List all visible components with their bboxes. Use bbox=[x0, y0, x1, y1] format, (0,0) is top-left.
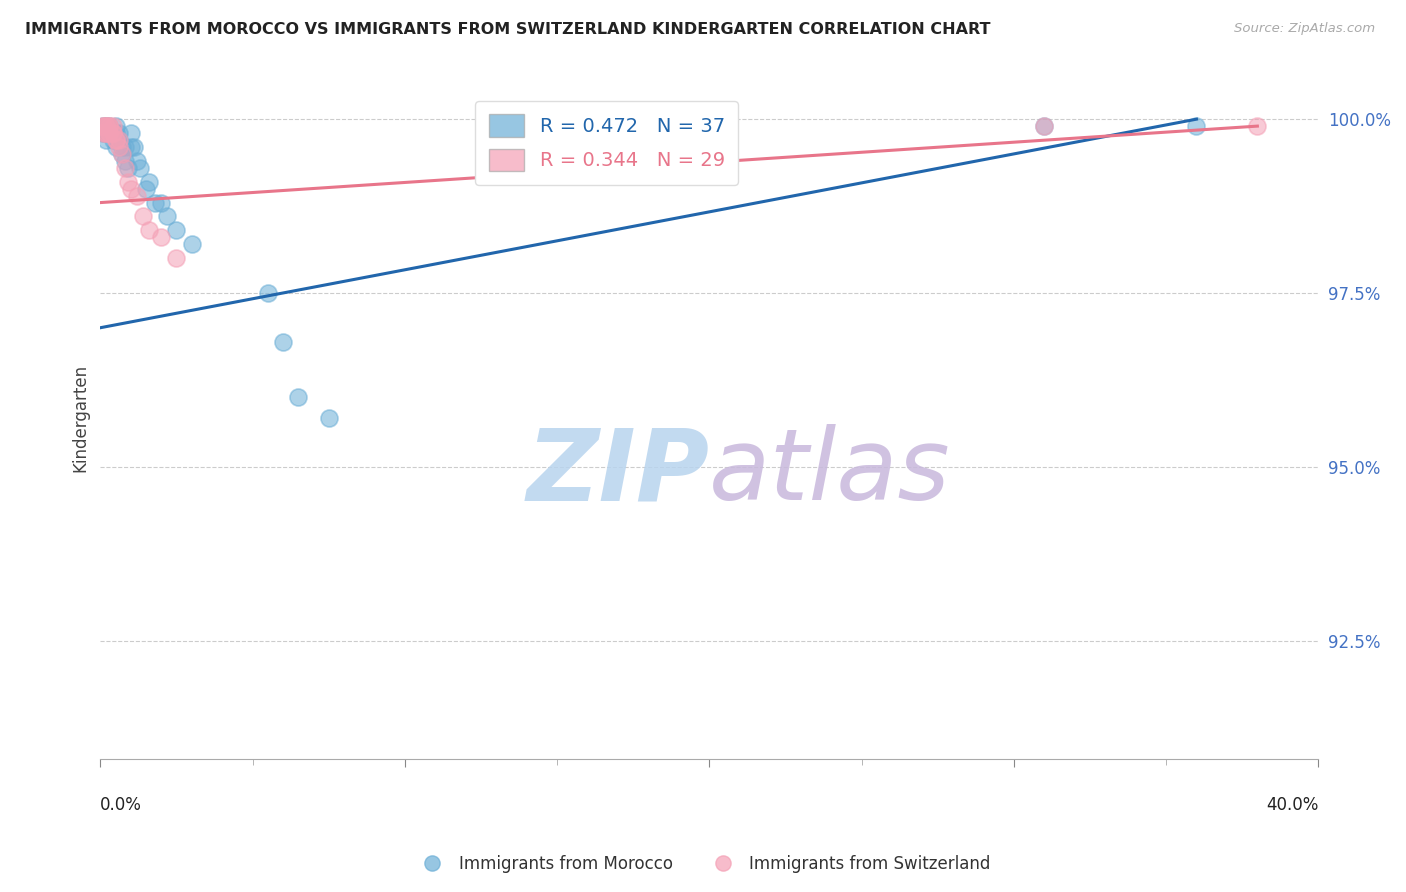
Point bbox=[96, 119, 118, 133]
Point bbox=[117, 175, 139, 189]
Point bbox=[93, 126, 115, 140]
Text: ZIP: ZIP bbox=[526, 424, 709, 521]
Point bbox=[150, 195, 173, 210]
Text: 40.0%: 40.0% bbox=[1265, 797, 1319, 814]
Point bbox=[101, 126, 124, 140]
Point bbox=[114, 140, 136, 154]
Point bbox=[132, 210, 155, 224]
Point bbox=[101, 133, 124, 147]
Point bbox=[287, 390, 309, 404]
Point bbox=[104, 119, 127, 133]
Point bbox=[114, 153, 136, 168]
Point bbox=[93, 119, 115, 133]
Point bbox=[101, 126, 124, 140]
Point bbox=[117, 161, 139, 175]
Point bbox=[1033, 119, 1056, 133]
Point bbox=[101, 126, 124, 140]
Point bbox=[166, 251, 188, 265]
Point bbox=[93, 119, 115, 133]
Point bbox=[125, 153, 148, 168]
Point bbox=[107, 126, 129, 140]
Point bbox=[104, 126, 127, 140]
Point bbox=[107, 140, 129, 154]
Point bbox=[150, 230, 173, 244]
Text: IMMIGRANTS FROM MOROCCO VS IMMIGRANTS FROM SWITZERLAND KINDERGARTEN CORRELATION : IMMIGRANTS FROM MOROCCO VS IMMIGRANTS FR… bbox=[25, 22, 991, 37]
Point bbox=[120, 140, 142, 154]
Legend: R = 0.472   N = 37, R = 0.344   N = 29: R = 0.472 N = 37, R = 0.344 N = 29 bbox=[475, 101, 738, 185]
Point bbox=[96, 119, 118, 133]
Point bbox=[96, 133, 118, 147]
Point bbox=[166, 223, 188, 237]
Point bbox=[101, 119, 124, 133]
Text: Source: ZipAtlas.com: Source: ZipAtlas.com bbox=[1234, 22, 1375, 36]
Point bbox=[318, 411, 340, 425]
Text: atlas: atlas bbox=[709, 424, 950, 521]
Point bbox=[104, 133, 127, 147]
Point bbox=[125, 188, 148, 202]
Point bbox=[93, 119, 115, 133]
Y-axis label: Kindergarten: Kindergarten bbox=[72, 364, 89, 472]
Point bbox=[138, 175, 160, 189]
Point bbox=[135, 182, 157, 196]
Point bbox=[98, 119, 121, 133]
Point bbox=[1246, 119, 1268, 133]
Point bbox=[96, 126, 118, 140]
Point bbox=[107, 133, 129, 147]
Point bbox=[271, 334, 294, 349]
Point bbox=[111, 147, 134, 161]
Point bbox=[111, 147, 134, 161]
Point bbox=[98, 126, 121, 140]
Point bbox=[98, 119, 121, 133]
Point bbox=[156, 210, 179, 224]
Point bbox=[96, 126, 118, 140]
Point bbox=[1185, 119, 1208, 133]
Point bbox=[96, 126, 118, 140]
Point bbox=[120, 126, 142, 140]
Point bbox=[114, 161, 136, 175]
Point bbox=[111, 140, 134, 154]
Point bbox=[129, 161, 152, 175]
Point bbox=[98, 126, 121, 140]
Point bbox=[138, 223, 160, 237]
Point bbox=[98, 126, 121, 140]
Legend: Immigrants from Morocco, Immigrants from Switzerland: Immigrants from Morocco, Immigrants from… bbox=[409, 848, 997, 880]
Point bbox=[256, 285, 278, 300]
Point bbox=[104, 140, 127, 154]
Point bbox=[96, 119, 118, 133]
Text: 0.0%: 0.0% bbox=[100, 797, 142, 814]
Point bbox=[93, 126, 115, 140]
Point bbox=[104, 133, 127, 147]
Point bbox=[143, 195, 166, 210]
Point bbox=[122, 140, 145, 154]
Point bbox=[1033, 119, 1056, 133]
Point bbox=[120, 182, 142, 196]
Point bbox=[98, 119, 121, 133]
Point bbox=[107, 133, 129, 147]
Point bbox=[180, 237, 202, 252]
